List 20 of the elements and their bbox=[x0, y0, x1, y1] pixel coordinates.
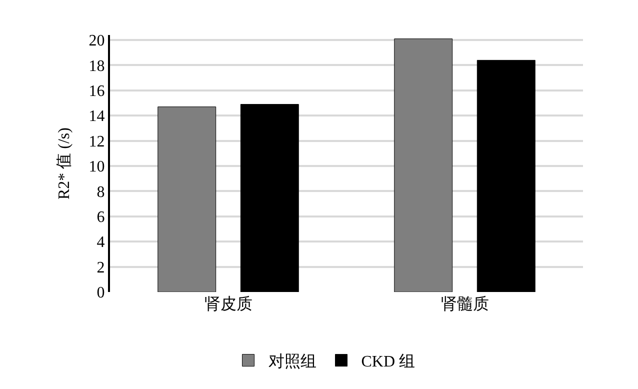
y-tick-label: 10 bbox=[88, 158, 105, 176]
bar bbox=[394, 38, 453, 292]
legend-label: 对照组 bbox=[268, 352, 316, 371]
bar bbox=[240, 104, 299, 292]
y-axis-title: R2* 值 (/s) bbox=[56, 128, 74, 200]
y-tick-label: 16 bbox=[88, 83, 105, 100]
x-tick-label: 肾髓质 bbox=[440, 295, 489, 313]
y-tick-label: 14 bbox=[88, 108, 105, 126]
x-tick-label: 肾皮质 bbox=[204, 295, 252, 313]
bar bbox=[158, 106, 216, 292]
y-tick-label: 20 bbox=[88, 32, 105, 50]
y-tick-label: 4 bbox=[96, 234, 105, 252]
bar bbox=[476, 60, 536, 292]
y-tick-label: 6 bbox=[96, 209, 105, 226]
y-tick-label: 8 bbox=[96, 184, 105, 201]
y-tick-label: 18 bbox=[88, 58, 105, 75]
y-tick-label: 12 bbox=[88, 133, 105, 150]
legend-label: CKD 组 bbox=[361, 354, 416, 371]
y-tick-label: 0 bbox=[96, 284, 105, 302]
y-tick-label: 2 bbox=[96, 259, 105, 276]
